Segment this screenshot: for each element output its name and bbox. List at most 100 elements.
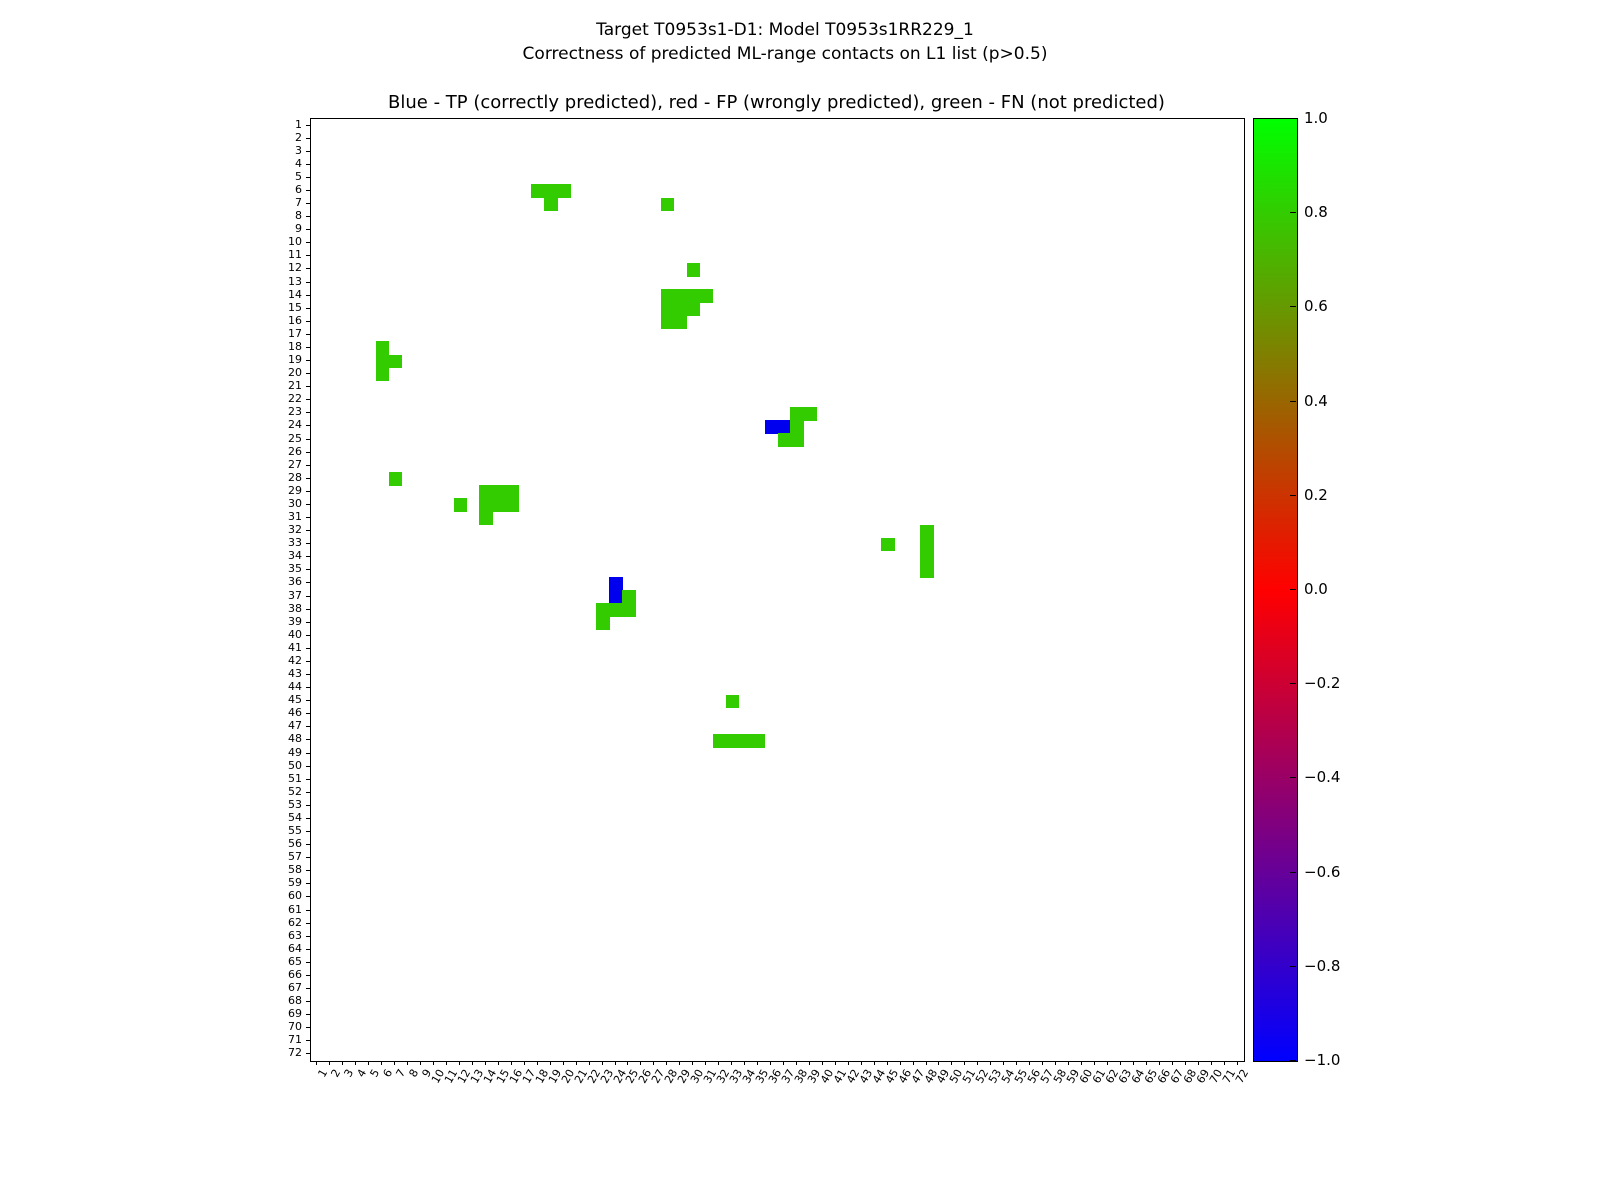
x-tick-mark (484, 1061, 486, 1065)
y-tick-mark (306, 229, 310, 231)
x-tick-mark (990, 1061, 992, 1065)
y-tick-label: 64 (288, 941, 302, 955)
contact-cell-fn (738, 733, 753, 748)
y-tick-mark (306, 425, 310, 427)
y-tick-label: 55 (288, 824, 302, 838)
x-tick-mark (847, 1061, 849, 1065)
y-tick-label: 27 (288, 457, 302, 471)
x-tick-mark (925, 1061, 927, 1065)
x-tick-mark (588, 1061, 590, 1065)
y-tick-mark (306, 517, 310, 519)
x-tick-mark (1158, 1061, 1160, 1065)
y-tick-label: 44 (288, 680, 302, 694)
colorbar-tick-mark (1290, 306, 1296, 308)
x-tick-mark (471, 1061, 473, 1065)
x-tick-mark (497, 1061, 499, 1065)
contact-cell-fn (751, 733, 766, 748)
x-tick-mark (316, 1061, 318, 1065)
x-tick-mark (562, 1061, 564, 1065)
y-tick-label: 22 (288, 392, 302, 406)
y-tick-mark (306, 333, 310, 335)
contact-cell-fn (686, 262, 701, 277)
x-tick-mark (873, 1061, 875, 1065)
y-tick-mark (306, 1027, 310, 1029)
y-tick-mark (306, 844, 310, 846)
contact-cell-fn (388, 472, 403, 486)
y-tick-mark (306, 412, 310, 414)
contact-cell-fn (686, 289, 701, 303)
y-tick-label: 63 (288, 928, 302, 942)
y-tick-mark (306, 817, 310, 819)
y-tick-mark (306, 1040, 310, 1042)
contact-cell-fn (920, 563, 934, 578)
y-tick-label: 37 (288, 588, 302, 602)
y-tick-label: 52 (288, 784, 302, 798)
colorbar-tick-mark (1290, 400, 1296, 402)
x-tick-mark (718, 1061, 720, 1065)
x-tick-mark (1197, 1061, 1199, 1065)
x-tick-mark (459, 1061, 461, 1065)
colorbar-tick-mark (1290, 212, 1296, 214)
contact-cell-fn (777, 433, 792, 447)
y-tick-label: 61 (288, 902, 302, 916)
y-tick-mark (306, 700, 310, 702)
y-tick-label: 25 (288, 431, 302, 445)
x-tick-mark (510, 1061, 512, 1065)
y-tick-mark (306, 360, 310, 362)
contact-cell-fn (596, 616, 610, 630)
x-tick-mark (1145, 1061, 1147, 1065)
y-tick-label: 19 (288, 353, 302, 367)
x-tick-mark (394, 1061, 396, 1065)
contact-cell-fn (673, 315, 688, 329)
contact-cell-fn (699, 289, 714, 303)
x-tick-mark (1042, 1061, 1044, 1065)
x-tick-mark (407, 1061, 409, 1065)
y-tick-mark (306, 608, 310, 610)
y-tick-label: 12 (288, 261, 302, 275)
y-tick-mark (306, 660, 310, 662)
x-tick-mark (977, 1061, 979, 1065)
x-tick-mark (446, 1061, 448, 1065)
colorbar-tick-mark (1290, 683, 1296, 685)
y-tick-mark (306, 386, 310, 388)
y-tick-label: 3 (295, 143, 302, 157)
colorbar-tick-label: 0.4 (1304, 391, 1328, 410)
x-tick-mark (808, 1061, 810, 1065)
y-tick-label: 21 (288, 379, 302, 393)
x-tick-mark (731, 1061, 733, 1065)
y-tick-mark (306, 909, 310, 911)
y-tick-mark (306, 1001, 310, 1003)
x-tick-mark (355, 1061, 357, 1065)
contact-map-plot-area (310, 118, 1245, 1062)
y-tick-label: 31 (288, 510, 302, 524)
colorbar-tick-label: 0.0 (1304, 580, 1328, 598)
y-tick-mark (306, 883, 310, 885)
y-tick-mark (306, 320, 310, 322)
y-tick-label: 56 (288, 837, 302, 851)
axes-title-legend: Blue - TP (correctly predicted), red - F… (388, 92, 1165, 113)
y-tick-mark (306, 831, 310, 833)
x-tick-mark (1210, 1061, 1212, 1065)
colorbar-tick-mark (1290, 1060, 1296, 1061)
y-tick-label: 69 (288, 1007, 302, 1021)
contact-cell-fn (544, 184, 558, 199)
y-tick-label: 26 (288, 444, 302, 458)
y-tick-label: 48 (288, 732, 302, 746)
x-tick-mark (342, 1061, 344, 1065)
x-tick-mark (536, 1061, 538, 1065)
contact-cell-fn (686, 302, 701, 316)
contact-cell-fn (544, 197, 558, 212)
y-tick-label: 50 (288, 758, 302, 772)
y-tick-label: 16 (288, 313, 302, 327)
y-tick-label: 71 (288, 1033, 302, 1047)
y-tick-label: 30 (288, 496, 302, 510)
y-tick-label: 58 (288, 863, 302, 877)
x-tick-mark (1068, 1061, 1070, 1065)
y-tick-label: 67 (288, 981, 302, 995)
contact-cell-fn (660, 315, 675, 329)
y-tick-mark (306, 569, 310, 571)
y-tick-mark (306, 346, 310, 348)
contact-cell-fn (725, 694, 740, 709)
contact-cell-fn (492, 485, 506, 499)
x-tick-mark (912, 1061, 914, 1065)
